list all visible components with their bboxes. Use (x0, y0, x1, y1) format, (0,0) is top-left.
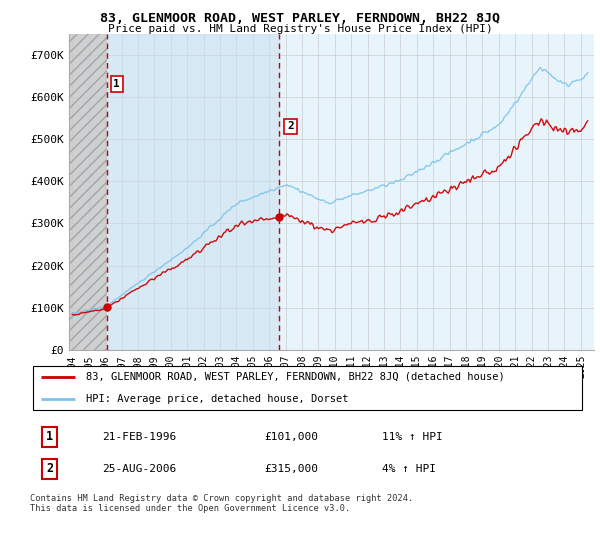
Text: 21-FEB-1996: 21-FEB-1996 (103, 432, 177, 442)
Text: 11% ↑ HPI: 11% ↑ HPI (382, 432, 442, 442)
Text: 83, GLENMOOR ROAD, WEST PARLEY, FERNDOWN, BH22 8JQ (detached house): 83, GLENMOOR ROAD, WEST PARLEY, FERNDOWN… (86, 372, 505, 382)
Text: Contains HM Land Registry data © Crown copyright and database right 2024.
This d: Contains HM Land Registry data © Crown c… (30, 494, 413, 514)
Text: 4% ↑ HPI: 4% ↑ HPI (382, 464, 436, 474)
Text: HPI: Average price, detached house, Dorset: HPI: Average price, detached house, Dors… (86, 394, 348, 404)
Text: 25-AUG-2006: 25-AUG-2006 (103, 464, 177, 474)
Text: 2: 2 (46, 462, 53, 475)
Text: 83, GLENMOOR ROAD, WEST PARLEY, FERNDOWN, BH22 8JQ: 83, GLENMOOR ROAD, WEST PARLEY, FERNDOWN… (100, 12, 500, 25)
Bar (69, 34, 107, 350)
Text: 1: 1 (113, 79, 120, 89)
Bar (107, 34, 280, 350)
Text: Price paid vs. HM Land Registry's House Price Index (HPI): Price paid vs. HM Land Registry's House … (107, 24, 493, 34)
Text: £315,000: £315,000 (265, 464, 319, 474)
Text: £101,000: £101,000 (265, 432, 319, 442)
FancyBboxPatch shape (33, 366, 583, 410)
Text: 1: 1 (46, 430, 53, 444)
Bar (107, 34, 280, 350)
Text: 2: 2 (287, 122, 294, 132)
